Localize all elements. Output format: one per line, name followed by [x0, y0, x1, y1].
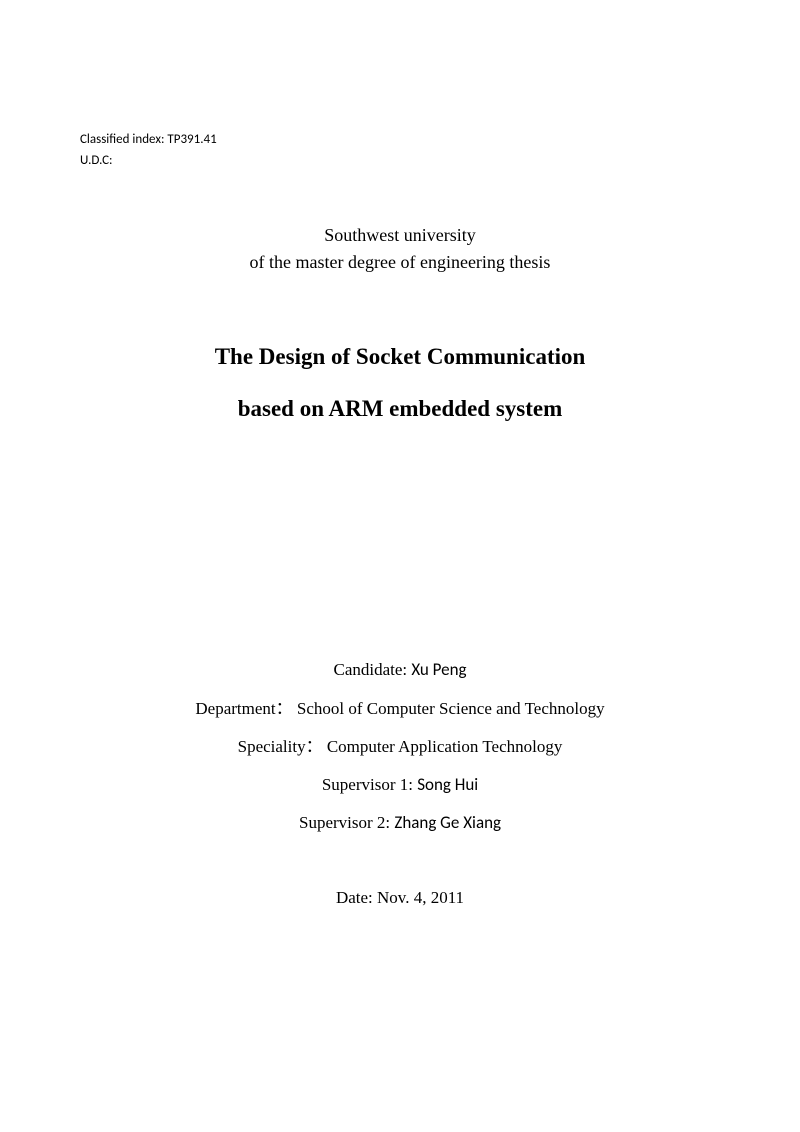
classified-index-value: TP391.41	[167, 132, 216, 147]
university-line1: Southwest university	[80, 222, 720, 249]
speciality-value: Computer Application Technology	[327, 737, 563, 756]
udc-label: U.D.C:	[80, 153, 113, 168]
speciality-line: Speciality： Computer Application Technol…	[80, 728, 720, 766]
supervisor2-value: Zhang Ge Xiang	[394, 812, 501, 833]
speciality-label: Speciality：	[238, 737, 323, 756]
thesis-title-block: The Design of Socket Communication based…	[80, 331, 720, 437]
department-label: Department：	[195, 699, 292, 718]
supervisor1-line: Supervisor 1: Song Hui	[80, 766, 720, 804]
date-label: Date:	[336, 888, 373, 907]
university-block: Southwest university of the master degre…	[80, 222, 720, 276]
supervisor2-line: Supervisor 2: Zhang Ge Xiang	[80, 804, 720, 842]
department-value: School of Computer Science and Technolog…	[297, 699, 605, 718]
department-line: Department： School of Computer Science a…	[80, 690, 720, 728]
classified-index-label: Classified index:	[80, 132, 164, 147]
title-line1: The Design of Socket Communication	[80, 331, 720, 384]
date-value: Nov. 4, 2011	[377, 888, 464, 907]
thesis-details-block: Candidate: Xu Peng Department： School of…	[80, 651, 720, 842]
date-block: Date: Nov. 4, 2011	[80, 888, 720, 908]
candidate-value: Xu Peng	[411, 659, 466, 680]
university-line2: of the master degree of engineering thes…	[80, 249, 720, 276]
udc-line: U.D.C:	[80, 151, 720, 172]
candidate-line: Candidate: Xu Peng	[80, 651, 720, 689]
candidate-label: Candidate:	[333, 660, 407, 679]
supervisor1-value: Song Hui	[417, 774, 478, 795]
title-line2: based on ARM embedded system	[80, 383, 720, 436]
classified-index-line: Classified index: TP391.41	[80, 130, 720, 151]
supervisor2-label: Supervisor 2:	[299, 813, 390, 832]
classification-block: Classified index: TP391.41 U.D.C:	[80, 130, 720, 172]
supervisor1-label: Supervisor 1:	[322, 775, 413, 794]
thesis-cover-page: Classified index: TP391.41 U.D.C: Southw…	[0, 0, 800, 988]
